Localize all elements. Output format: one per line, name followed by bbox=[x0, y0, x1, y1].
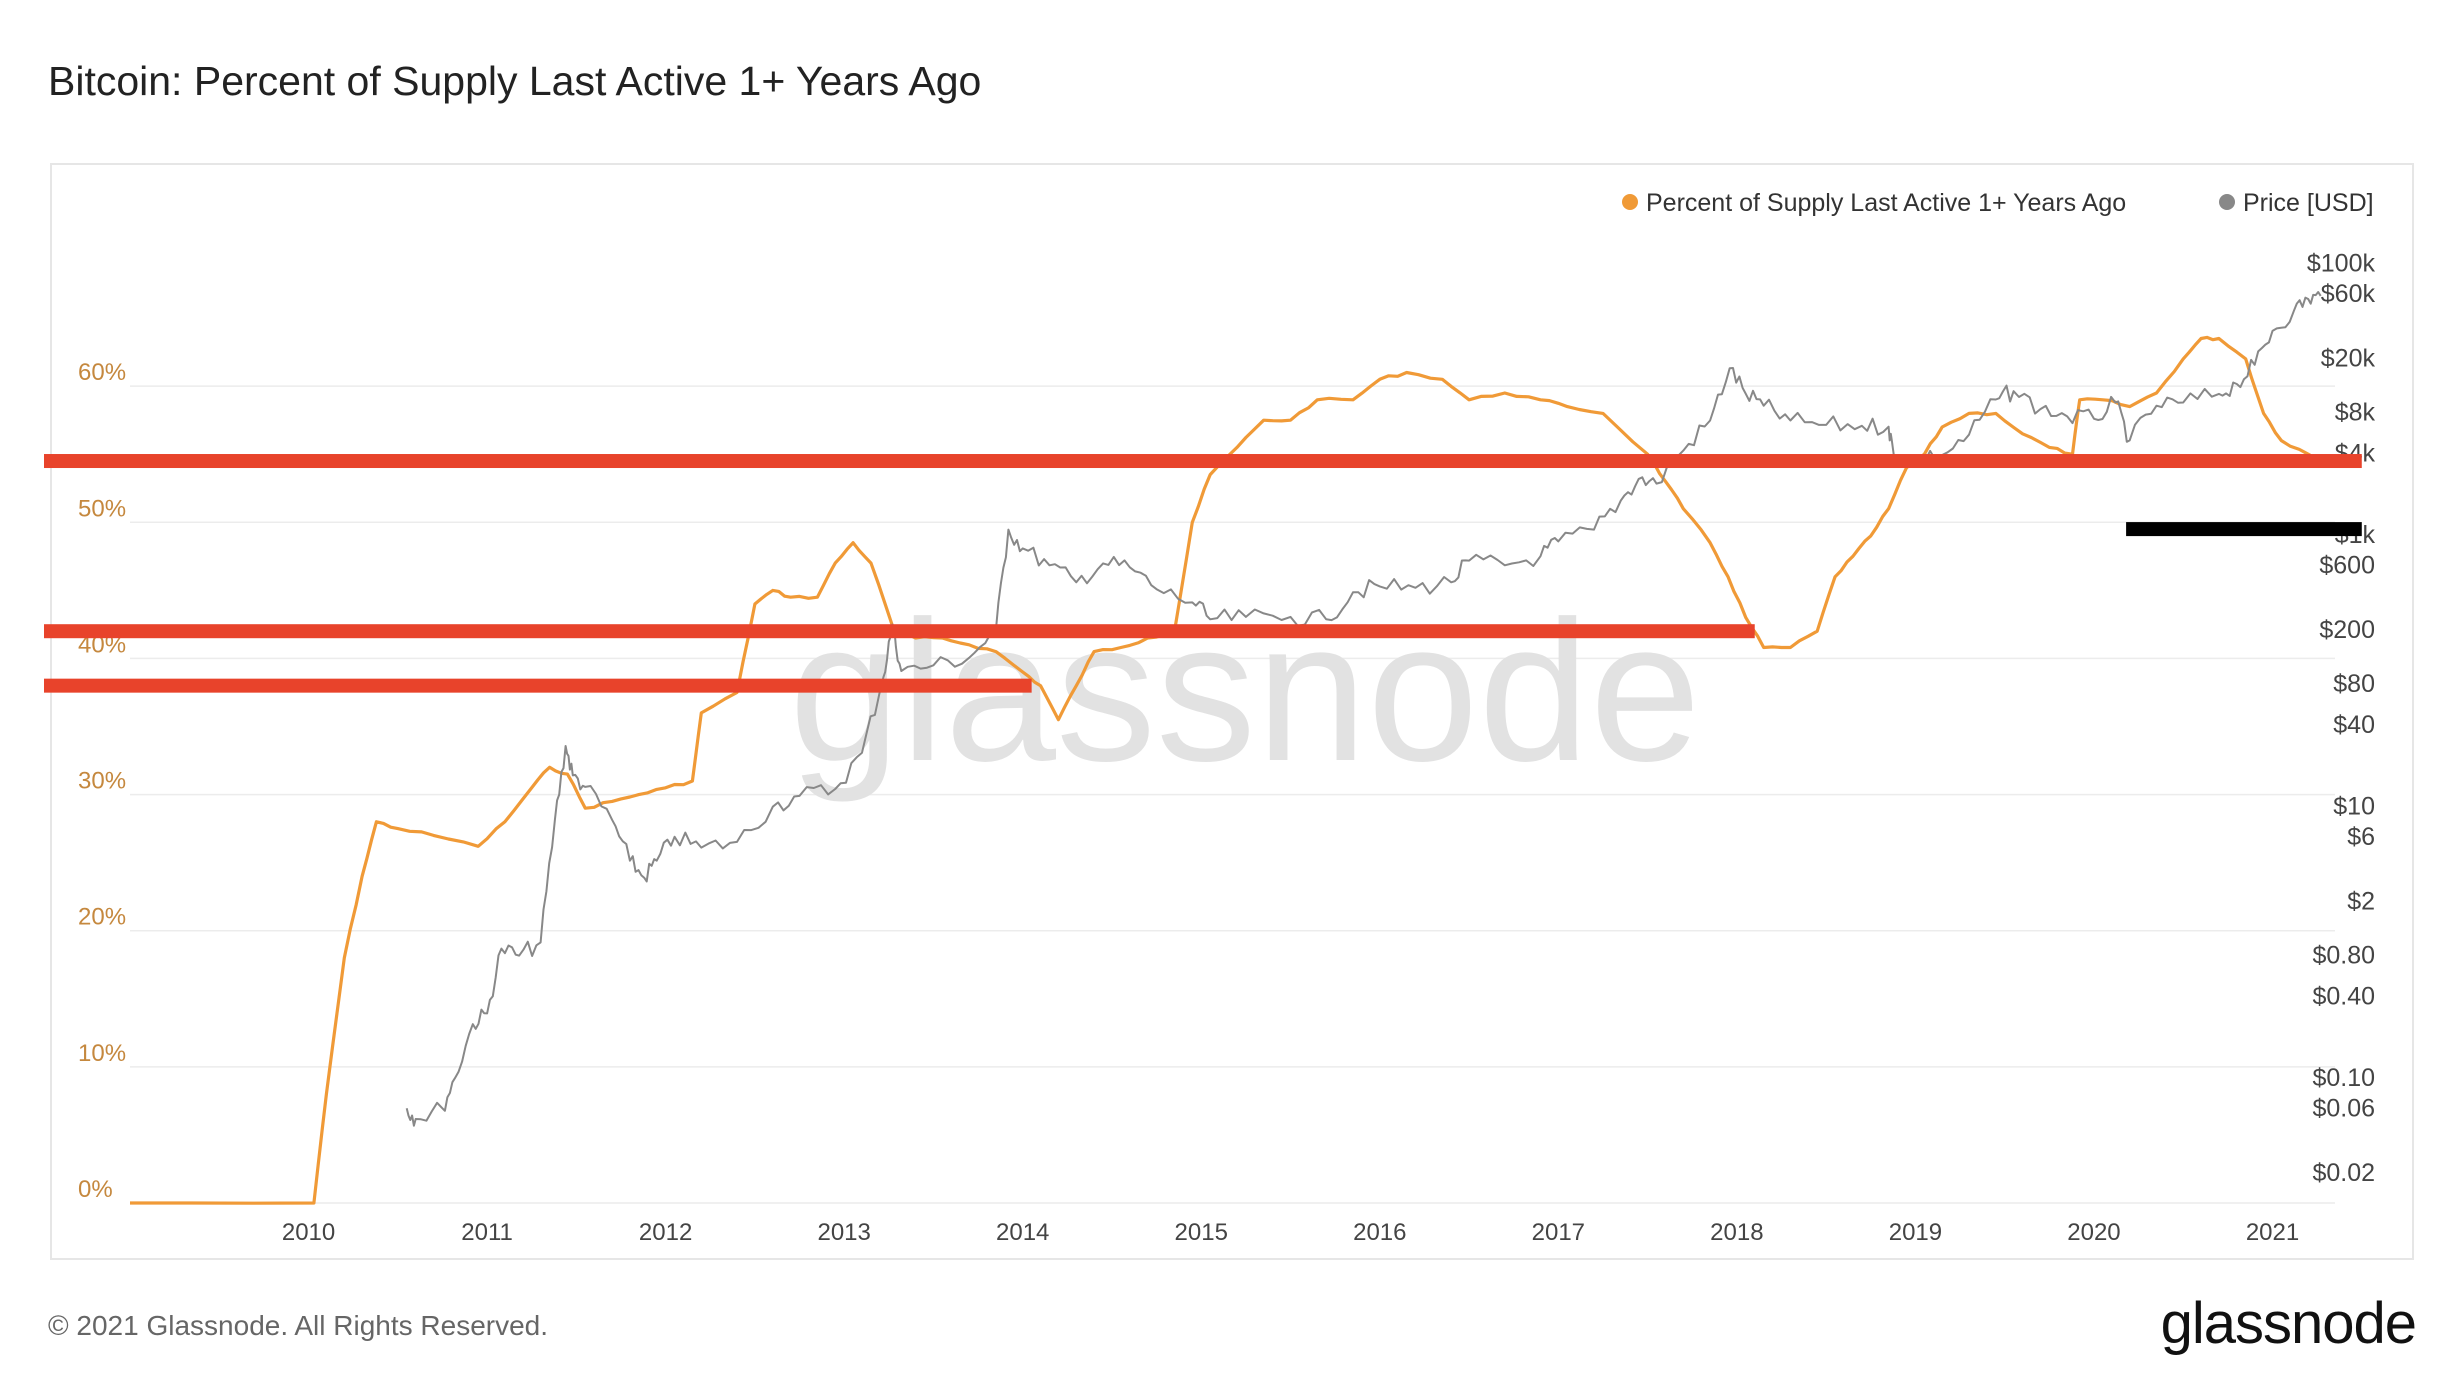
x-axis-tick: 2019 bbox=[1889, 1219, 1942, 1246]
left-axis-tick: 20% bbox=[78, 904, 126, 931]
x-axis-tick: 2017 bbox=[1532, 1219, 1585, 1246]
right-axis-tick: $8k bbox=[2335, 399, 2376, 427]
left-axis-tick: 50% bbox=[78, 495, 126, 522]
x-axis-tick: 2011 bbox=[461, 1219, 513, 1246]
x-axis-tick: 2014 bbox=[996, 1219, 1049, 1246]
right-axis-tick: $60k bbox=[2321, 280, 2376, 308]
red-highlight-line bbox=[44, 624, 1755, 639]
glassnode-logo: glassnode bbox=[2160, 1291, 2417, 1356]
x-axis-tick: 2012 bbox=[639, 1219, 692, 1246]
legend-dot-supply bbox=[1622, 194, 1638, 210]
right-axis-tick: $80 bbox=[2333, 670, 2375, 698]
right-axis-tick: $0.80 bbox=[2312, 942, 2375, 970]
right-axis-tick: $100k bbox=[2307, 250, 2376, 278]
copyright: © 2021 Glassnode. All Rights Reserved. bbox=[48, 1310, 549, 1341]
x-axis-tick: 2018 bbox=[1710, 1219, 1763, 1246]
right-axis-tick: $0.10 bbox=[2312, 1064, 2375, 1092]
price-line bbox=[405, 291, 2322, 1127]
red-highlight-line bbox=[44, 454, 2362, 469]
right-axis-tick: $40 bbox=[2333, 711, 2375, 739]
legend-label-price: Price [USD] bbox=[2243, 189, 2374, 217]
left-axis-tick: 0% bbox=[78, 1176, 113, 1203]
right-axis-tick: $2 bbox=[2347, 888, 2375, 916]
x-axis-tick: 2016 bbox=[1353, 1219, 1406, 1246]
left-axis-tick: 60% bbox=[78, 359, 126, 386]
supply-line bbox=[130, 335, 2322, 1205]
right-axis-tick: $6 bbox=[2347, 823, 2375, 851]
right-axis-tick: $0.06 bbox=[2312, 1094, 2375, 1122]
right-axis-tick: $200 bbox=[2319, 616, 2375, 644]
red-highlight-line bbox=[44, 678, 1032, 693]
left-axis-tick: 10% bbox=[78, 1040, 126, 1067]
right-axis-tick: $0.40 bbox=[2312, 982, 2375, 1010]
legend-label-supply: Percent of Supply Last Active 1+ Years A… bbox=[1646, 189, 2126, 217]
left-axis-tick: 30% bbox=[78, 768, 126, 795]
right-axis-tick: $20k bbox=[2321, 345, 2376, 373]
legend-dot-price bbox=[2219, 194, 2235, 210]
right-axis-tick: $0.02 bbox=[2312, 1159, 2375, 1187]
x-axis-tick: 2021 bbox=[2246, 1219, 2299, 1246]
right-axis-tick: $10 bbox=[2333, 793, 2375, 821]
right-axis-tick: $600 bbox=[2319, 551, 2375, 579]
chart-frame bbox=[50, 163, 2414, 1260]
x-axis-tick: 2010 bbox=[282, 1219, 335, 1246]
x-axis-tick: 2013 bbox=[817, 1219, 870, 1246]
chart-title: Bitcoin: Percent of Supply Last Active 1… bbox=[48, 58, 982, 104]
black-marker-line bbox=[2126, 522, 2362, 537]
x-axis-tick: 2020 bbox=[2067, 1219, 2120, 1246]
x-axis-tick: 2015 bbox=[1175, 1219, 1228, 1246]
